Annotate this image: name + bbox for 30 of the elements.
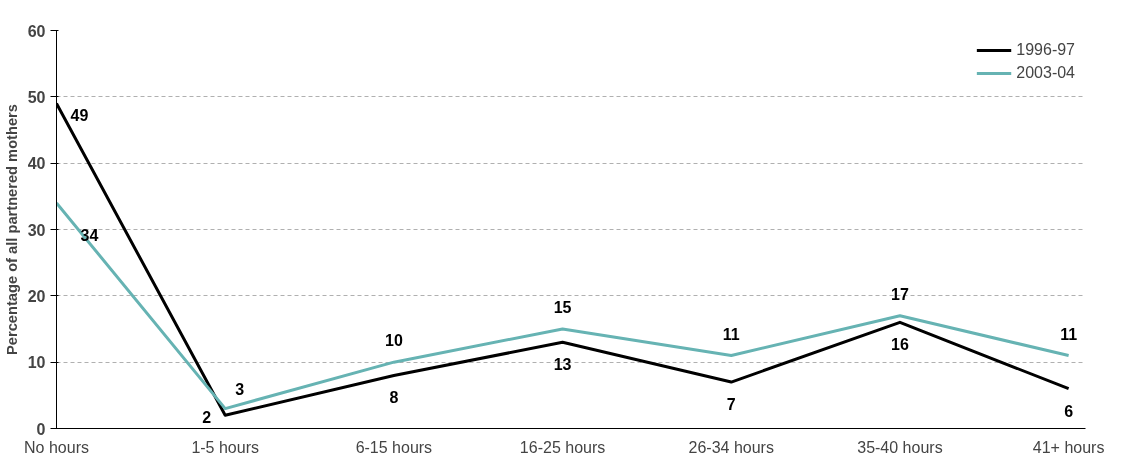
- data-label: 15: [553, 299, 572, 316]
- data-label: 10: [384, 332, 403, 350]
- y-tick-label: 0: [36, 420, 46, 438]
- y-tick-label: 10: [27, 354, 46, 372]
- y-tick-label: 40: [27, 155, 46, 173]
- x-tick-label: 1-5 hours: [191, 438, 259, 456]
- data-label: 49: [70, 107, 89, 125]
- data-label: 2: [202, 409, 212, 427]
- x-tick-label: No hours: [24, 438, 89, 456]
- data-label: 16: [891, 336, 909, 354]
- data-label: 8: [389, 389, 399, 407]
- data-label: 13: [553, 356, 572, 374]
- legend-label: 2003-04: [1016, 64, 1075, 82]
- data-label: 7: [726, 396, 736, 414]
- y-tick-label: 30: [27, 221, 46, 239]
- data-label: 3: [235, 380, 245, 398]
- legend-label: 1996-97: [1016, 41, 1075, 59]
- x-tick-label: 26-34 hours: [688, 438, 774, 456]
- x-tick-label: 16-25 hours: [519, 438, 606, 456]
- data-label: 11: [722, 325, 740, 343]
- y-tick-label: 60: [27, 22, 46, 40]
- x-tick-label: 6-15 hours: [355, 438, 433, 456]
- data-label: 6: [1064, 402, 1074, 420]
- data-label: 17: [891, 285, 909, 303]
- x-tick-label: 41+ hours: [1032, 438, 1105, 456]
- data-label: 11: [1060, 325, 1078, 343]
- x-tick-label: 35-40 hours: [857, 438, 943, 456]
- y-tick-label: 20: [27, 287, 46, 305]
- y-axis-title: Percentage of all partnered mothers: [3, 104, 20, 355]
- y-tick-label: 50: [27, 88, 46, 106]
